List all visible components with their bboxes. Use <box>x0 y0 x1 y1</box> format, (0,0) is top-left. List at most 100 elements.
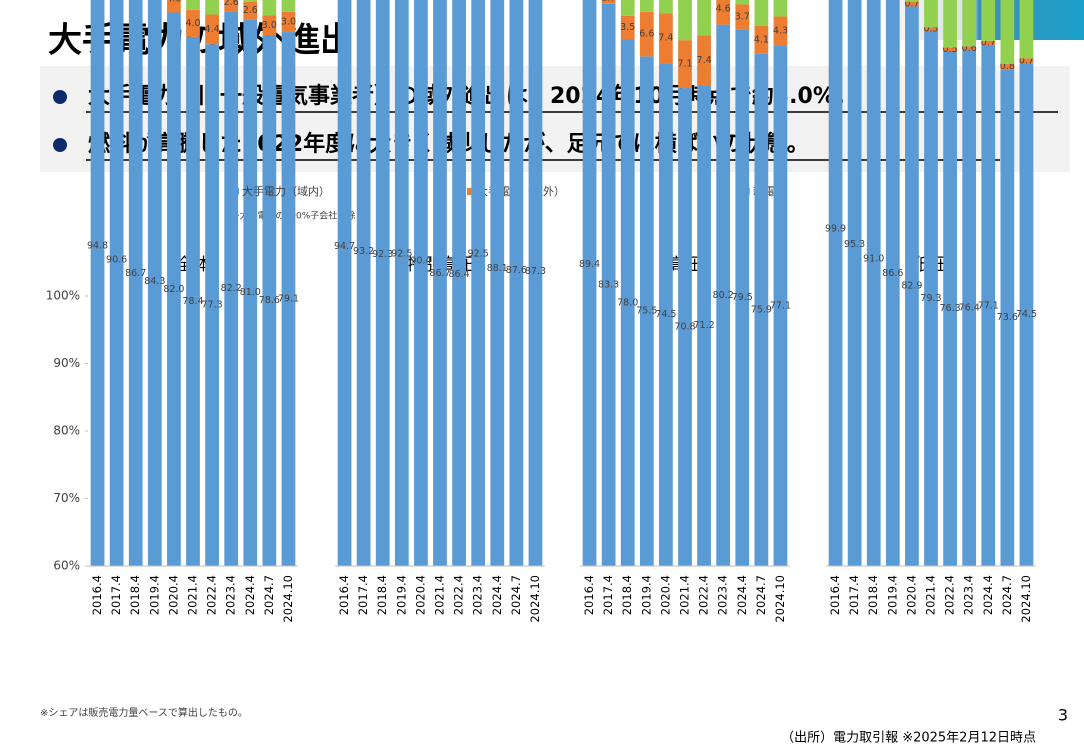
x-tick-label: 2022.4 <box>452 575 466 615</box>
data-label: 83.3 <box>598 279 619 290</box>
x-tick-label: 2021.4 <box>433 575 447 615</box>
data-label: 92.5 <box>391 248 412 259</box>
bar-segment <box>167 0 181 13</box>
x-tick-label: 2024.7 <box>509 575 523 615</box>
bar-segment <box>109 0 124 566</box>
x-tick-label: 2018.4 <box>866 575 880 615</box>
x-tick-label: 2023.4 <box>471 575 485 615</box>
data-label: 92.5 <box>468 248 489 259</box>
x-tick-label: 2024.10 <box>1019 575 1033 623</box>
bar-segment <box>186 9 200 37</box>
data-label: 90.6 <box>106 255 127 266</box>
data-label: 7.4 <box>697 55 712 66</box>
bar-segment <box>262 15 277 36</box>
bar-segment <box>885 0 900 566</box>
data-label: 79.5 <box>732 292 753 303</box>
y-tick-label: 90% <box>53 356 80 370</box>
x-tick-label: 2016.4 <box>337 575 351 615</box>
data-label: 7.1 <box>677 59 692 70</box>
data-label: 86.7 <box>429 268 450 279</box>
bar-segment <box>224 11 239 566</box>
data-label: 89.4 <box>579 259 600 270</box>
x-tick-label: 2016.4 <box>90 575 104 615</box>
x-tick-label: 2022.4 <box>697 575 711 615</box>
bullet-dot <box>53 90 67 104</box>
x-tick-label: 2020.4 <box>658 575 672 615</box>
data-label: 3.0 <box>262 20 277 31</box>
data-label: 0.7 <box>1019 55 1034 66</box>
bar-segment <box>224 0 239 12</box>
bar-segment <box>186 36 200 567</box>
x-tick-label: 2018.4 <box>375 575 389 615</box>
data-label: 0.6 <box>962 43 977 54</box>
bar-segment <box>905 1 919 7</box>
bar-segment <box>90 0 105 567</box>
bar-segment <box>773 16 788 46</box>
bar-segment <box>866 0 881 566</box>
data-label: 78.0 <box>617 297 638 308</box>
data-label: 90.4 <box>410 255 431 266</box>
data-label: 1.7 <box>601 0 616 3</box>
bar-segment <box>659 0 673 14</box>
bar-segment <box>601 0 616 4</box>
bar-segment <box>281 0 296 12</box>
data-label: 94.8 <box>87 241 108 252</box>
bar-segment <box>452 0 466 567</box>
bar-segment <box>735 0 750 5</box>
bar-segment <box>639 56 654 566</box>
x-tick-label: 2023.4 <box>716 575 730 615</box>
data-label: 77.3 <box>202 300 223 311</box>
data-label: 79.1 <box>278 294 299 305</box>
bar-segment <box>981 0 996 41</box>
data-label: 75.9 <box>751 304 772 315</box>
data-label: 2.6 <box>243 5 258 16</box>
data-label: 76.4 <box>959 303 980 314</box>
bar-segment <box>1019 63 1034 566</box>
bar-segment <box>697 0 711 36</box>
x-tick-label: 2024.4 <box>490 575 504 615</box>
bar-segment <box>678 0 692 41</box>
data-label: 3.5 <box>620 22 635 33</box>
x-tick-label: 2017.4 <box>601 575 615 615</box>
data-label: 84.3 <box>144 276 165 287</box>
bar-segment <box>186 0 200 10</box>
data-label: 93.2 <box>353 246 374 257</box>
bar-segment <box>716 0 731 25</box>
legend-swatch <box>467 188 474 195</box>
footnote: ※シェアは販売電力量ベースで算出したもの。 <box>40 706 248 719</box>
x-tick-label: 2020.4 <box>166 575 180 615</box>
bar-segment <box>243 19 258 566</box>
bar-segment <box>924 30 938 567</box>
bar-segment <box>754 53 769 567</box>
bar-segment <box>1019 58 1034 64</box>
bar-segment <box>678 40 692 89</box>
y-tick-label: 80% <box>53 424 80 438</box>
x-tick-label: 2019.4 <box>885 575 899 615</box>
bar-segment <box>528 0 543 567</box>
data-label: 0.7 <box>981 38 996 49</box>
x-tick-label: 2024.4 <box>243 575 257 615</box>
bar-segment <box>828 0 843 567</box>
x-tick-label: 2017.4 <box>109 575 123 615</box>
bar-segment <box>924 27 938 31</box>
data-label: 78.4 <box>182 296 203 307</box>
bar-segment <box>620 0 635 16</box>
bar-segment <box>639 11 654 57</box>
bar-segment <box>1000 69 1015 566</box>
x-tick-label: 2020.4 <box>413 575 427 615</box>
bar-segment <box>981 40 996 46</box>
bar-segment <box>205 14 219 45</box>
data-label: 71.2 <box>694 320 715 331</box>
bar-segment <box>754 26 769 54</box>
source: （出所）電力取引報 ※2025年2月12日時点 <box>781 731 1036 746</box>
data-label: 79.3 <box>920 293 941 304</box>
data-label: 3.0 <box>281 16 296 27</box>
bar-segment <box>243 0 258 2</box>
data-label: 2.6 <box>224 0 239 8</box>
bar-segment <box>697 85 711 567</box>
data-label: 99.9 <box>825 223 846 234</box>
bar-segment <box>147 0 162 567</box>
y-tick-label: 60% <box>53 559 80 573</box>
data-label: 87.6 <box>506 265 527 276</box>
